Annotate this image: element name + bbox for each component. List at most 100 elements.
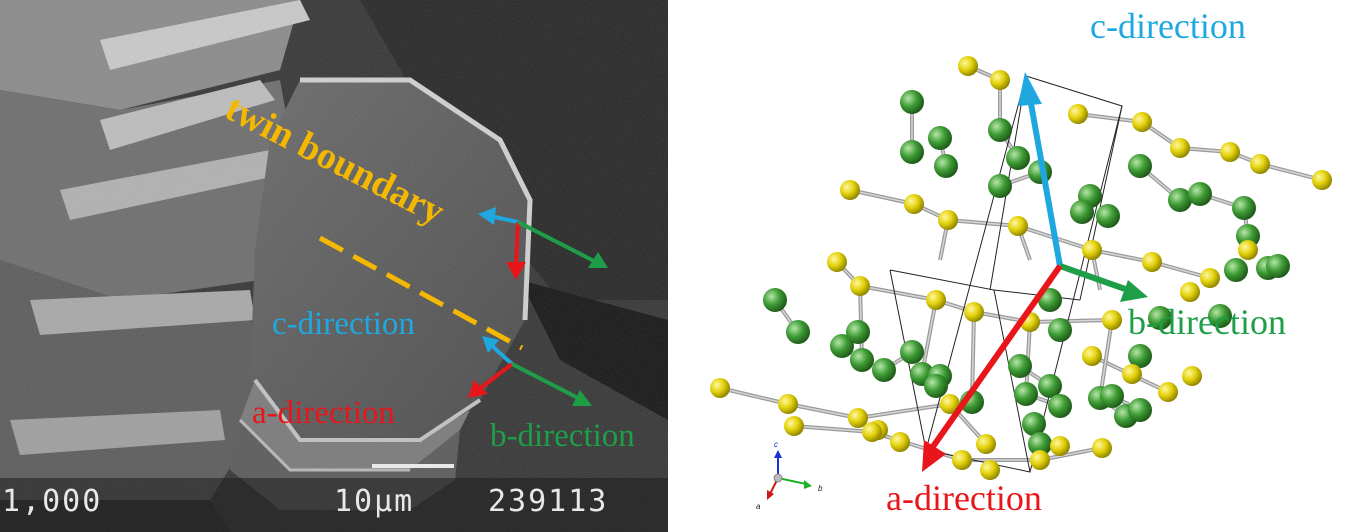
green-atom: [1022, 412, 1046, 436]
yellow-atom: [1082, 240, 1102, 260]
crystal-b-arrow: [1059, 263, 1148, 302]
axis-triad-b-label: b: [818, 484, 823, 493]
bond: [1091, 249, 1153, 263]
yellow-atom: [848, 408, 868, 428]
yellow-atom: [1008, 216, 1028, 236]
yellow-atom: [1312, 170, 1332, 190]
green-atom: [1048, 318, 1072, 342]
crystal-structure-diagram: c-direction b-direction a-direction c b …: [700, 0, 1350, 532]
green-atom: [1266, 254, 1290, 278]
green-atom: [928, 126, 952, 150]
sem-micrograph: twin boundary c-direction a-direction b-…: [0, 0, 668, 532]
yellow-atom: [1092, 438, 1112, 458]
axis-triad-c-label: c: [774, 440, 778, 449]
green-atom: [1188, 182, 1212, 206]
crystal-c-arrow: [1018, 72, 1063, 267]
green-atom: [1006, 146, 1030, 170]
yellow-atom: [1142, 252, 1162, 272]
green-atom: [1038, 288, 1062, 312]
bond: [1039, 447, 1103, 461]
green-atom: [900, 140, 924, 164]
green-atom: [1096, 204, 1120, 228]
yellow-atom: [1250, 154, 1270, 174]
green-atom: [1128, 398, 1152, 422]
yellow-atom: [1102, 310, 1122, 330]
green-atom: [924, 374, 948, 398]
bond: [793, 425, 873, 433]
bond: [947, 219, 1019, 227]
yellow-atom: [890, 432, 910, 452]
axis-triad-a-label: a: [756, 502, 761, 511]
green-atom: [1048, 394, 1072, 418]
green-atom: [850, 348, 874, 372]
crystal-structure-drawing: [710, 56, 1332, 500]
yellow-atom: [1158, 382, 1178, 402]
atoms-layer: [710, 56, 1332, 480]
bond: [921, 299, 937, 375]
green-atom: [1038, 374, 1062, 398]
green-atom: [1014, 382, 1038, 406]
green-atom: [988, 174, 1012, 198]
axis-triad: [767, 450, 812, 500]
twin-boundary-line: [318, 235, 524, 351]
upper-arrow-set: [478, 207, 608, 280]
bond: [787, 403, 859, 419]
sem-image-drawing: [0, 0, 668, 532]
yellow-atom: [1082, 346, 1102, 366]
yellow-atom: [862, 422, 882, 442]
bond: [871, 431, 963, 461]
yellow-atom: [980, 460, 1000, 480]
green-atom: [1224, 258, 1248, 282]
yellow-atom: [1200, 268, 1220, 288]
green-atom: [900, 340, 924, 364]
yellow-atom: [1122, 364, 1142, 384]
green-atom: [1148, 306, 1172, 330]
green-atom: [1168, 188, 1192, 212]
bond: [1259, 163, 1323, 181]
sem-b-direction-label: b-direction: [490, 418, 635, 454]
yellow-atom: [1238, 240, 1258, 260]
bond: [857, 403, 951, 419]
green-atom: [1028, 432, 1052, 456]
yellow-atom: [958, 56, 978, 76]
crystal-a-arrow: [922, 264, 1063, 472]
yellow-atom: [710, 378, 730, 398]
yellow-atom: [850, 276, 870, 296]
green-atom: [1128, 154, 1152, 178]
green-atom: [872, 358, 896, 382]
crystal-b-direction-label: b-direction: [1128, 302, 1286, 342]
bond: [1029, 319, 1113, 323]
yellow-atom: [938, 210, 958, 230]
magnification-readout: 1,000: [2, 484, 103, 519]
yellow-atom: [784, 416, 804, 436]
green-atom: [1128, 344, 1152, 368]
yellow-atom: [1132, 112, 1152, 132]
green-atom: [1070, 200, 1094, 224]
crystal-c-direction-label: c-direction: [1090, 6, 1246, 46]
scale-readout: 10µm: [334, 484, 415, 519]
yellow-atom: [1068, 104, 1088, 124]
bond: [1099, 319, 1113, 399]
yellow-atom: [827, 252, 847, 272]
green-atom: [846, 320, 870, 344]
green-atom: [786, 320, 810, 344]
green-atom: [934, 154, 958, 178]
yellow-atom: [778, 394, 798, 414]
green-atom: [1232, 196, 1256, 220]
yellow-atom: [1182, 366, 1202, 386]
green-atom: [763, 288, 787, 312]
yellow-atom: [926, 290, 946, 310]
yellow-atom: [976, 434, 996, 454]
green-atom: [988, 118, 1012, 142]
image-number-readout: 239113: [488, 484, 609, 519]
yellow-atom: [1030, 450, 1050, 470]
green-atom: [1100, 384, 1124, 408]
yellow-atom: [1050, 436, 1070, 456]
green-atom: [1208, 304, 1232, 328]
yellow-atom: [840, 180, 860, 200]
yellow-atom: [1180, 282, 1200, 302]
bond: [1077, 113, 1143, 123]
yellow-atom: [1170, 138, 1190, 158]
unit-cell-outline: [889, 75, 1123, 473]
yellow-atom: [964, 302, 984, 322]
